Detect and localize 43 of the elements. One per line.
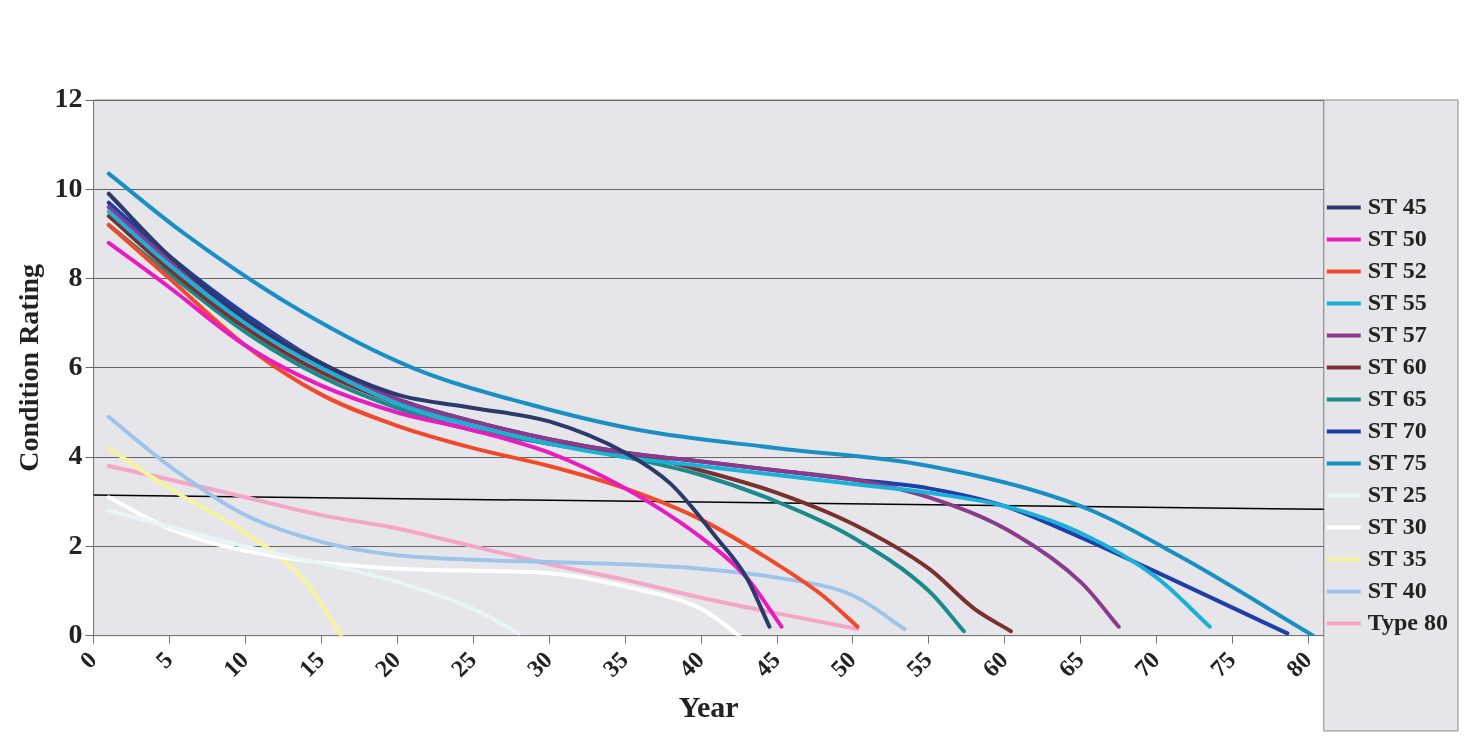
x-tick-label: 5 <box>150 646 178 674</box>
x-tick-label: 40 <box>673 646 710 682</box>
x-tick-label: 20 <box>369 646 406 682</box>
y-tick-label: 0 <box>68 617 83 649</box>
line-series <box>106 508 521 636</box>
legend-label: ST 52 <box>1367 256 1427 283</box>
x-tick-label: 15 <box>293 646 330 682</box>
y-axis-title: Condition Rating <box>13 263 45 472</box>
x-tick-label: 10 <box>218 646 254 682</box>
x-tick-label: 65 <box>1053 646 1089 682</box>
y-tick-label: 4 <box>68 439 83 471</box>
legend-label: ST 30 <box>1367 512 1427 539</box>
x-tick-label: 45 <box>749 646 785 682</box>
legend-label: ST 40 <box>1367 576 1427 603</box>
legend-label: ST 50 <box>1367 224 1427 251</box>
x-axis-title: Year <box>678 689 739 723</box>
line-series <box>106 414 907 631</box>
x-tick-label: 30 <box>521 646 558 682</box>
x-tick-label: 75 <box>1205 646 1241 682</box>
y-tick-label: 2 <box>68 528 83 560</box>
legend-label: ST 55 <box>1367 288 1427 315</box>
x-tick-label: 55 <box>901 646 937 682</box>
y-tick-label: 6 <box>68 350 83 382</box>
x-tick-label: 60 <box>977 646 1013 682</box>
legend-label: ST 70 <box>1367 416 1427 443</box>
legend-label: ST 65 <box>1367 384 1427 411</box>
x-tick-label: 25 <box>445 646 482 682</box>
legend-label: Type 80 <box>1367 608 1449 635</box>
legend-label: ST 45 <box>1367 192 1427 219</box>
legend-label: ST 60 <box>1367 352 1427 379</box>
legend-label: ST 35 <box>1367 544 1427 571</box>
legend-label: ST 75 <box>1367 448 1427 475</box>
y-tick-label: 12 <box>54 82 83 114</box>
legend-label: ST 57 <box>1367 320 1427 347</box>
x-tick-label: 35 <box>597 646 634 682</box>
x-tick-label: 80 <box>1281 646 1317 682</box>
line-series <box>106 446 344 636</box>
y-tick-label: 8 <box>68 260 83 292</box>
legend-label: ST 25 <box>1367 480 1427 507</box>
x-tick-label: 50 <box>825 646 861 682</box>
line-series <box>106 464 860 631</box>
x-tick-label: 70 <box>1129 646 1165 682</box>
y-tick-label: 10 <box>54 171 83 203</box>
